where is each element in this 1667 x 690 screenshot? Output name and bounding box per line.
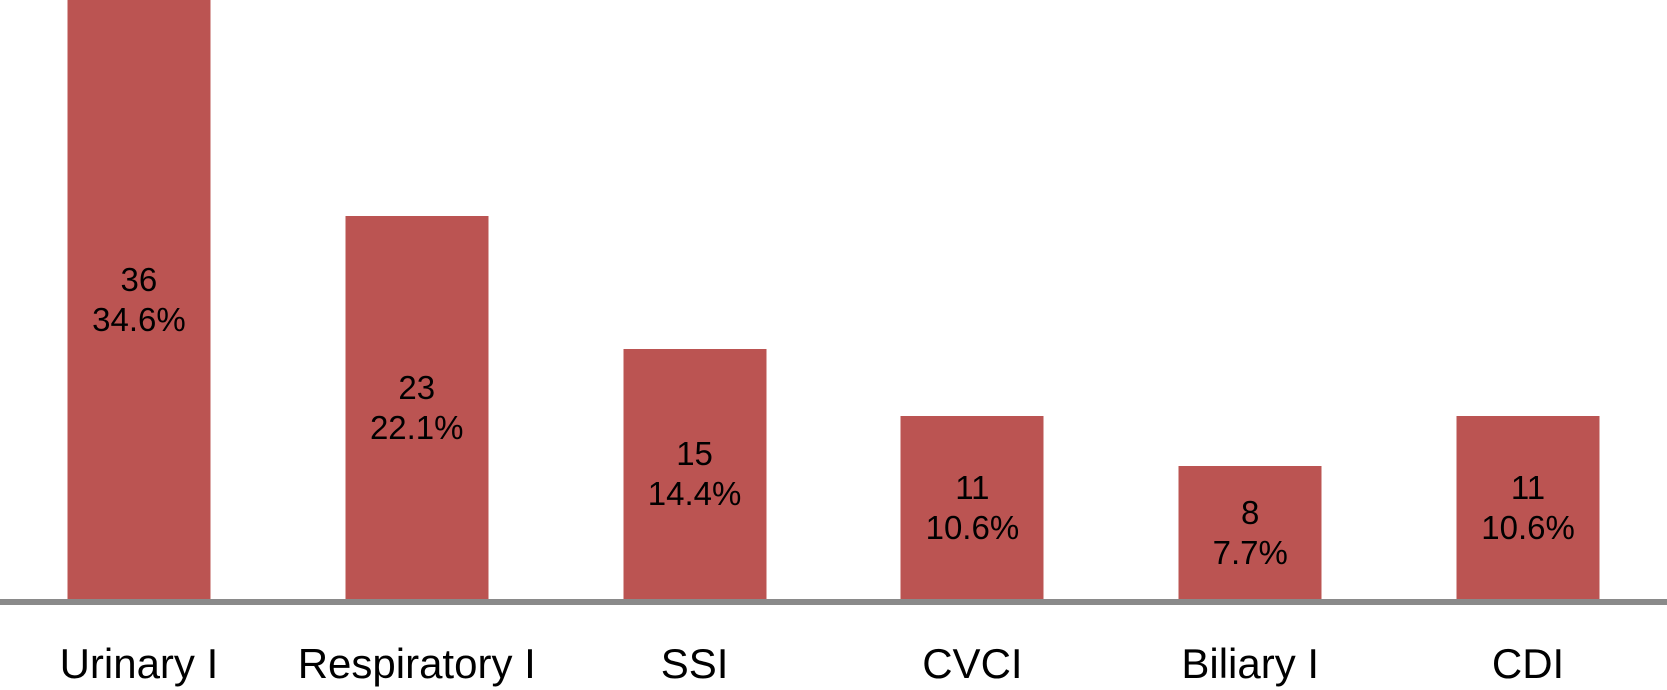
bar-count-label: 23 bbox=[398, 368, 436, 406]
bar-slot: 11 10.6% bbox=[833, 0, 1111, 599]
bar-value-label: 11 10.6% bbox=[901, 468, 1044, 548]
bar-percent-label: 7.7% bbox=[1212, 533, 1288, 571]
bar-percent-label: 34.6% bbox=[92, 300, 186, 338]
x-axis-category-labels: Urinary I Respiratory I SSI CVCI Biliary I CD… bbox=[0, 641, 1667, 687]
bar-slot: 8 7.7% bbox=[1111, 0, 1389, 599]
bar-percent-label: 10.6% bbox=[1481, 508, 1575, 546]
bar: 11 10.6% bbox=[900, 416, 1044, 599]
category-label: Respiratory I bbox=[297, 640, 536, 687]
bar-count-label: 11 bbox=[1510, 468, 1546, 506]
category-label: Biliary I bbox=[1181, 640, 1320, 687]
bar-slot: 36 34.6% bbox=[0, 0, 278, 599]
bar: 36 34.6% bbox=[67, 0, 211, 599]
x-axis-line bbox=[0, 599, 1667, 605]
bar-slot: 23 22.1% bbox=[278, 0, 556, 599]
bar-percent-label: 22.1% bbox=[369, 408, 464, 446]
bar: 11 10.6% bbox=[1456, 416, 1600, 599]
category-label: CDI bbox=[1491, 640, 1565, 687]
plot-area: 36 34.6% 23 22.1% 15 14.4% 11 10.6% 8 7.7% 11 10.6% bbox=[0, 0, 1667, 599]
bar-count-label: 15 bbox=[676, 435, 713, 472]
bar-count-label: 8 bbox=[1241, 493, 1260, 531]
bar-percent-label: 10.6% bbox=[925, 508, 1020, 546]
bar-slot: 11 10.6% bbox=[1389, 0, 1667, 599]
bar: 23 22.1% bbox=[345, 216, 489, 599]
bar-count-label: 36 bbox=[120, 260, 158, 298]
bar-slot: 15 14.4% bbox=[556, 0, 834, 599]
bar: 8 7.7% bbox=[1178, 466, 1322, 599]
category-label: CVCI bbox=[922, 640, 1023, 687]
bar-value-label: 8 7.7% bbox=[1179, 493, 1322, 573]
bar-value-label: 11 10.6% bbox=[1457, 468, 1600, 548]
bar-value-label: 36 34.6% bbox=[67, 260, 210, 340]
bar: 15 14.4% bbox=[623, 349, 767, 599]
bar-value-label: 15 14.4% bbox=[623, 434, 766, 514]
category-label: Urinary I bbox=[59, 640, 219, 687]
category-label: SSI bbox=[660, 640, 729, 687]
bar-percent-label: 14.4% bbox=[647, 475, 742, 512]
bar-value-label: 23 22.1% bbox=[345, 368, 488, 448]
bar-count-label: 11 bbox=[955, 468, 990, 506]
